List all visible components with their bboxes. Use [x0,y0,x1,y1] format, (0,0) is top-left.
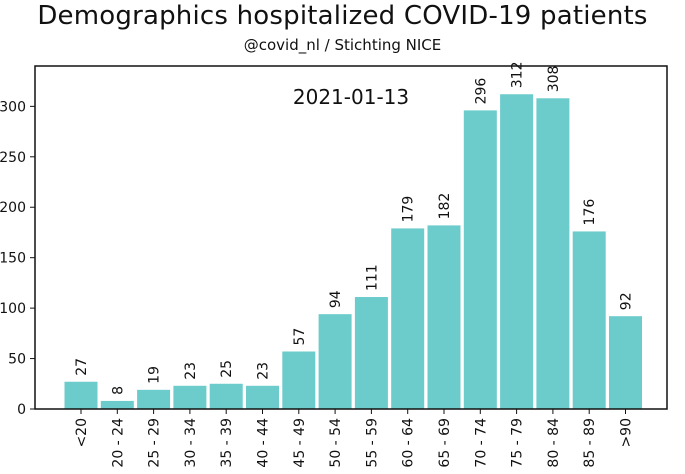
x-tick-label-5: 40 - 44 [256,418,272,468]
bar-5 [246,385,279,409]
bar-9 [391,228,425,409]
x-tick-label-6: 45 - 49 [292,418,308,468]
x-tick-label-2: 25 - 29 [147,418,163,468]
y-tick-label-2: 100 [0,301,26,317]
bar-8 [354,297,388,409]
value-label-12: 312 [510,62,526,89]
bar-3 [173,385,207,409]
value-label-6: 57 [292,328,308,346]
value-label-1: 8 [110,386,126,395]
x-tick-label-1: 20 - 24 [110,418,126,468]
x-tick-label-12: 75 - 79 [510,418,526,468]
x-tick-label-9: 60 - 64 [401,418,417,468]
value-label-5: 23 [256,362,272,380]
bar-12 [500,94,534,409]
x-tick-label-11: 70 - 74 [473,418,489,468]
date-annotation: 2021-01-13 [293,85,409,109]
value-label-14: 176 [582,199,598,226]
value-label-10: 182 [437,193,453,220]
value-label-15: 92 [619,292,635,310]
value-label-8: 111 [364,264,380,291]
bars-group [64,94,642,410]
y-tick-label-4: 200 [0,200,26,216]
bar-15 [609,316,642,409]
x-tick-label-4: 35 - 39 [219,418,235,468]
value-label-3: 23 [183,362,199,380]
value-label-0: 27 [74,358,90,376]
x-axis: <20 20 - 24 25 - 29 30 - 34 35 - 39 40 - 44 45… [74,409,635,468]
value-label-9: 179 [401,196,417,223]
x-tick-label-0: <20 [74,418,90,448]
plot-frame [34,65,668,410]
x-tick-label-13: 80 - 84 [546,418,562,468]
x-tick-label-3: 30 - 34 [183,418,199,468]
x-tick-label-14: 85 - 89 [582,418,598,468]
chart-subtitle: @covid_nl / Stichting NICE [243,36,442,54]
bar-4 [209,383,243,409]
bar-2 [137,389,171,409]
value-label-13: 308 [546,66,562,93]
bar-7 [318,314,352,409]
bar-0 [64,381,98,409]
value-labels-group: 27 8 19 23 25 23 57 94 111 179 182 296 312 308 176 92 [74,62,635,395]
y-axis: 0 50 100 150 200 250 300 [0,99,35,418]
value-label-11: 296 [473,78,489,105]
value-label-4: 25 [219,360,235,378]
y-tick-label-3: 150 [0,251,26,267]
bar-10 [427,225,461,409]
x-tick-label-10: 65 - 69 [437,418,453,468]
value-label-7: 94 [328,290,344,308]
x-tick-label-8: 55 - 59 [364,418,380,468]
bar-14 [572,231,606,409]
y-tick-label-6: 300 [0,99,26,115]
bar-1 [100,400,134,409]
y-tick-label-0: 0 [17,402,26,418]
chart-title: Demographics hospitalized COVID-19 patie… [37,1,648,31]
bar-6 [282,351,316,409]
bar-13 [536,98,570,410]
y-tick-label-5: 250 [0,150,26,166]
value-label-2: 19 [147,366,163,384]
y-tick-label-1: 50 [8,352,26,368]
bar-11 [463,110,497,409]
x-tick-label-15: >90 [619,418,635,448]
x-tick-label-7: 50 - 54 [328,418,344,468]
